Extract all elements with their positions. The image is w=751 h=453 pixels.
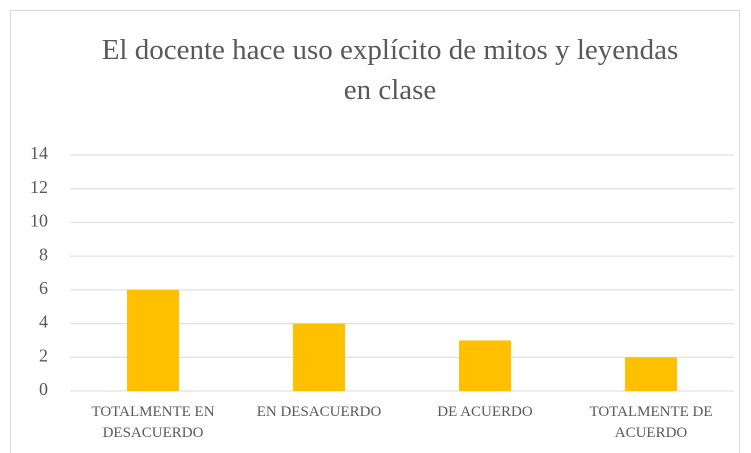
chart-frame — [10, 10, 740, 453]
y-tick-label: 6 — [39, 278, 48, 298]
y-tick-label: 8 — [39, 244, 48, 264]
bar — [625, 357, 677, 391]
bar — [127, 289, 179, 391]
bar — [293, 323, 345, 391]
y-tick-label: 12 — [30, 177, 48, 197]
x-tick-label: EN DESACUERDO — [256, 404, 382, 420]
y-tick-label: 10 — [30, 211, 48, 231]
y-tick-label: 0 — [39, 379, 48, 399]
y-tick-label: 14 — [30, 143, 48, 163]
x-tick-label: TOTALMENTE DE ACUERDO — [589, 404, 713, 441]
x-tick-label: TOTALMENTE EN DESACUERDO — [91, 404, 215, 441]
y-tick-label: 2 — [39, 345, 48, 365]
x-tick-label: DE ACUERDO — [437, 404, 533, 420]
chart-title: El docente hace uso explícito de mitos y… — [101, 34, 679, 106]
y-tick-label: 4 — [39, 312, 48, 332]
bar — [459, 340, 511, 391]
